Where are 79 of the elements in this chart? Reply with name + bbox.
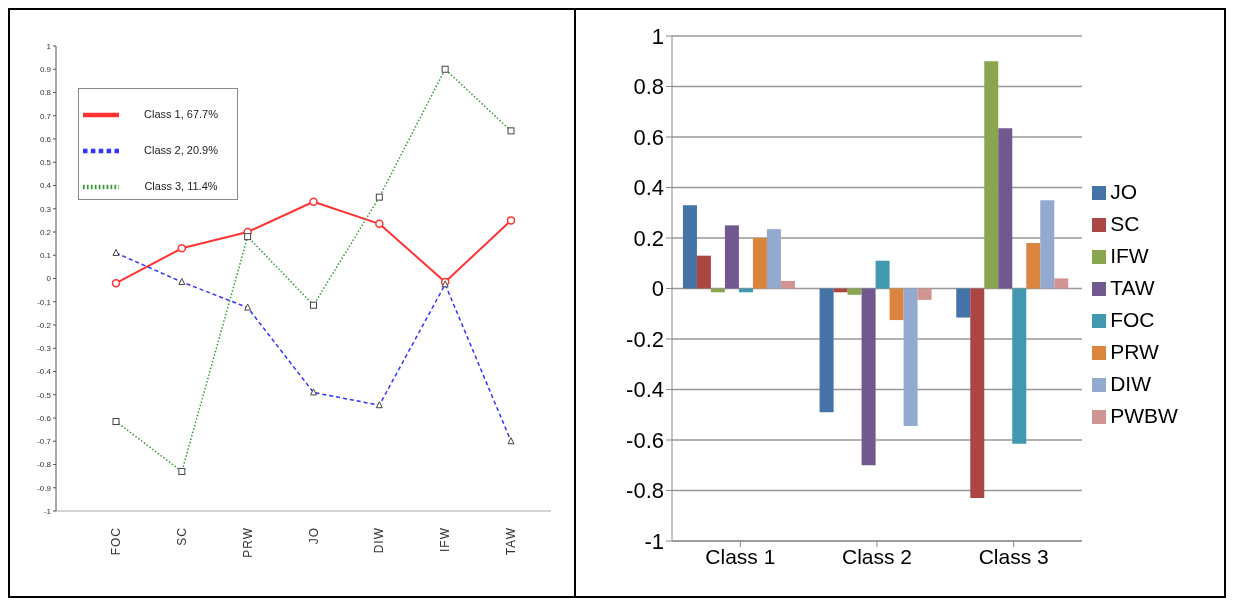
legend-label: JO — [1110, 179, 1137, 203]
y-tick-label: 1 — [46, 41, 52, 51]
y-tick-label: 0.2 — [633, 225, 665, 251]
y-tick-label: -0.8 — [37, 460, 52, 470]
y-tick-label: -0.6 — [626, 427, 665, 453]
bar — [998, 128, 1013, 289]
y-tick-label: 0 — [46, 274, 52, 284]
y-tick-label: 0.5 — [39, 158, 52, 168]
y-tick-label: -0.7 — [37, 437, 52, 447]
legend-label: TAW — [1110, 275, 1155, 299]
legend-label: IFW — [1110, 243, 1149, 267]
bar — [889, 288, 904, 321]
point — [506, 216, 516, 225]
y-tick-label: -0.2 — [37, 320, 52, 330]
x-tick-label: SC — [174, 527, 189, 546]
bar — [1054, 278, 1069, 289]
y-tick-label: 0.8 — [39, 88, 52, 98]
x-tick-label: JO — [306, 527, 321, 545]
y-tick-label: -0.6 — [37, 413, 52, 423]
y-tick-label: -0.4 — [626, 377, 665, 403]
x-tick-label: Class 2 — [842, 544, 913, 568]
y-tick-label: -0.5 — [37, 390, 52, 400]
legend-label: Class 3, 11.4% — [143, 178, 219, 194]
legend-label: DIW — [1110, 371, 1151, 395]
y-tick-label: -0.1 — [37, 297, 52, 307]
legend-label: Class 2, 20.9% — [143, 142, 219, 158]
bar — [819, 288, 834, 413]
point — [375, 219, 384, 229]
bar — [1026, 243, 1041, 289]
x-tick-label: TAW — [504, 527, 518, 556]
y-tick-label: -1 — [43, 506, 52, 516]
y-tick-label: -0.3 — [37, 344, 52, 354]
x-tick-label: FOC — [109, 527, 123, 556]
y-tick-label: 1 — [651, 23, 665, 49]
bar — [903, 288, 918, 427]
legend-label: SC — [1110, 211, 1140, 235]
y-tick-label: -0.4 — [37, 367, 52, 377]
bar — [781, 280, 796, 289]
y-tick-label: 0.3 — [39, 204, 52, 214]
legend-label: FOC — [1110, 307, 1155, 331]
legend-label: PWBW — [1110, 403, 1178, 427]
y-tick-label: 0.6 — [633, 124, 665, 150]
y-tick-label: 0.8 — [633, 74, 665, 100]
bar — [861, 288, 876, 466]
bar — [725, 225, 740, 289]
y-tick-label: 0.4 — [633, 175, 665, 201]
y-tick-label: 0.2 — [39, 227, 52, 237]
bar — [697, 255, 712, 289]
bar — [970, 288, 985, 499]
bar — [1040, 200, 1055, 289]
y-tick-label: 0.7 — [39, 111, 52, 121]
y-tick-label: -0.9 — [37, 483, 52, 493]
x-tick-label: DIW — [372, 527, 387, 554]
y-tick-label: 0.9 — [39, 65, 52, 75]
bar — [875, 260, 890, 289]
y-tick-label: 0.4 — [39, 181, 52, 191]
bar — [984, 61, 999, 289]
bar — [683, 205, 698, 289]
point — [111, 278, 121, 288]
bar — [753, 238, 768, 289]
y-tick-label: -1 — [644, 528, 665, 554]
y-tick-label: 0.6 — [39, 134, 52, 144]
point — [309, 197, 318, 207]
bar — [767, 229, 782, 289]
y-tick-label: -0.8 — [626, 478, 665, 504]
x-tick-label: Class 3 — [978, 544, 1049, 568]
legend-label: Class 1, 67.7% — [143, 106, 219, 122]
y-tick-label: -0.2 — [626, 326, 665, 352]
point — [177, 244, 187, 253]
x-tick-label: PRW — [240, 527, 255, 558]
y-tick-label: 0 — [651, 276, 665, 302]
x-tick-label: Class 1 — [705, 544, 776, 568]
bar — [1012, 288, 1027, 444]
bar — [847, 288, 862, 295]
bar — [956, 288, 971, 318]
y-tick-label: 0.1 — [39, 251, 52, 261]
bar — [917, 288, 932, 300]
legend-label: PRW — [1110, 339, 1159, 363]
x-tick-label: IFW — [438, 527, 453, 552]
